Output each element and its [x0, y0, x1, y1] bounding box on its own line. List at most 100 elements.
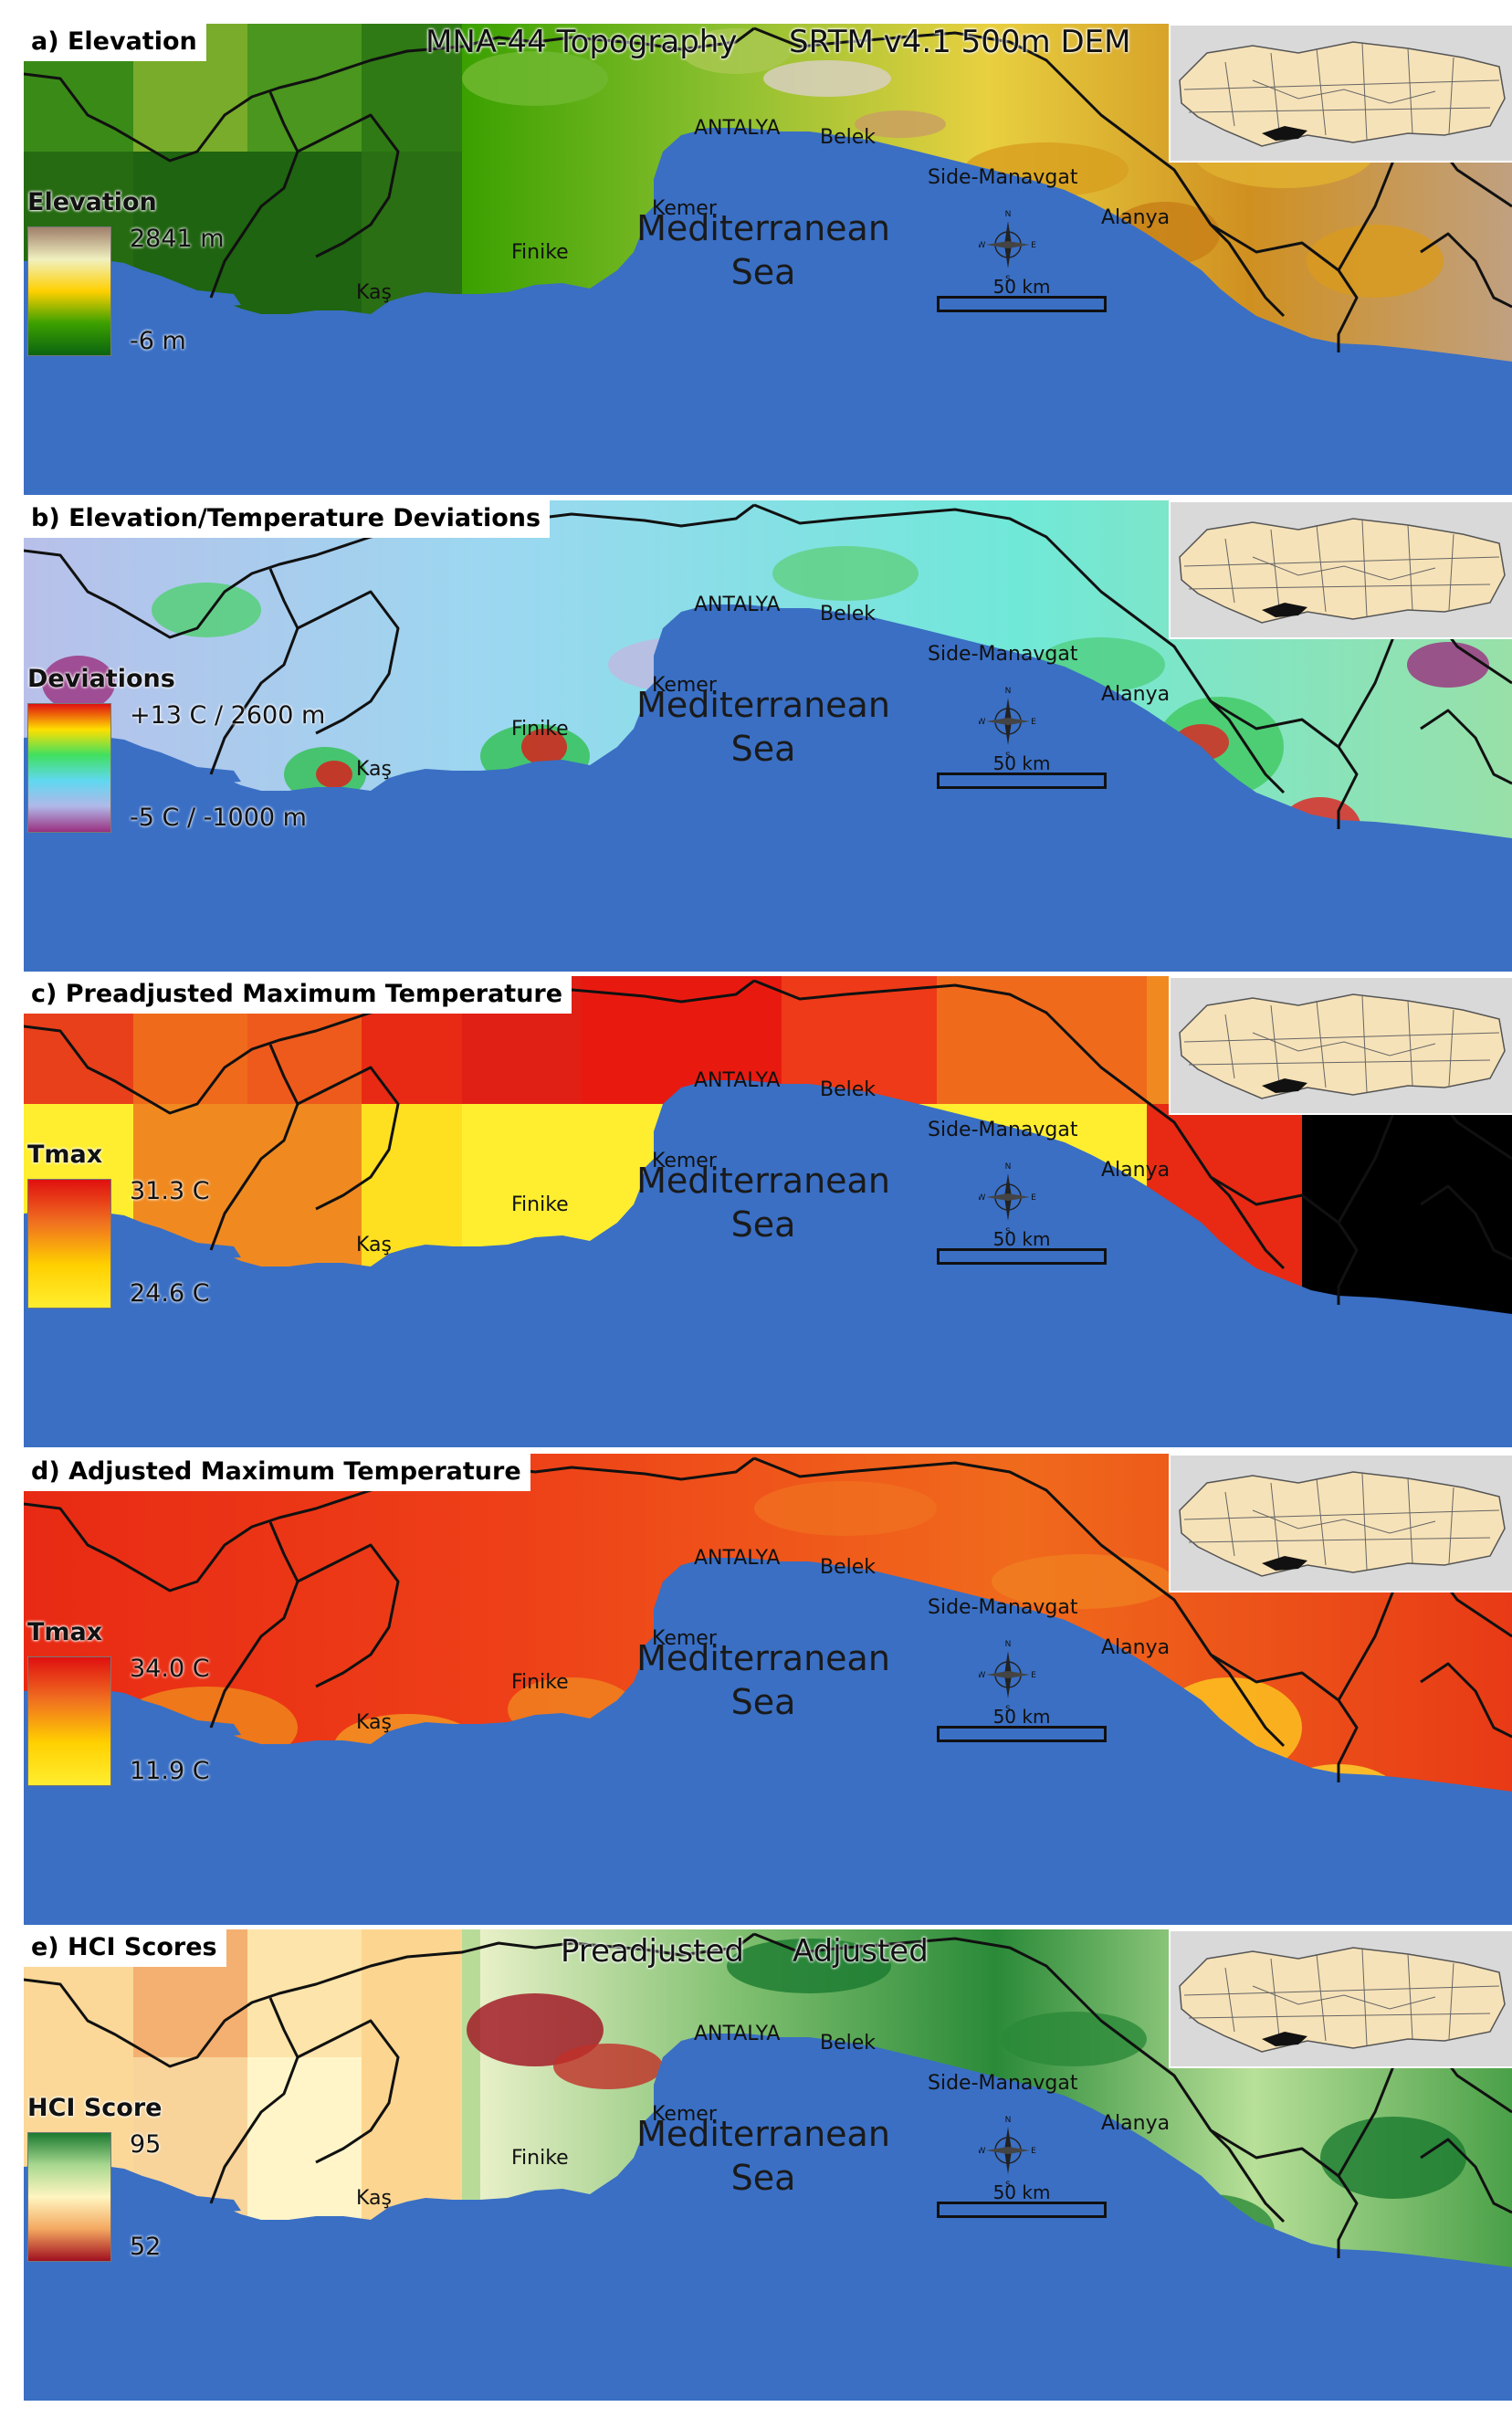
- inset-province-border: [1361, 1949, 1368, 2046]
- terrain-block: [362, 24, 462, 152]
- sea: [24, 1080, 1512, 1447]
- city-label-finike: Finike: [511, 718, 569, 741]
- inset-province-border: [1183, 1985, 1500, 1996]
- inset-province-border: [1270, 1482, 1281, 1571]
- header-left-label: Preadjusted: [561, 1933, 745, 1970]
- city-label-alanya: Alanya: [1101, 1636, 1171, 1659]
- tmax-patch: [754, 1481, 937, 1536]
- legend-color-ramp: [27, 1656, 111, 1786]
- inset-province-border: [1188, 583, 1491, 590]
- inset-province-border: [1183, 79, 1500, 90]
- sea-label-line1: Mediterranean: [636, 685, 890, 725]
- compass-w-label: W: [979, 1671, 986, 1680]
- bay: [325, 320, 348, 331]
- inset-study-area: [1262, 603, 1307, 617]
- panel-title: e) HCI Scores: [24, 1929, 226, 1967]
- sea: [24, 1558, 1512, 1925]
- city-label-kas: Kaş: [356, 281, 392, 304]
- legend-max-label: 31.3 C: [130, 1177, 210, 1205]
- city-label-side: Side-Manavgat: [928, 1119, 1078, 1141]
- inset-province-border: [1188, 1059, 1491, 1066]
- bay: [197, 1243, 241, 1259]
- province-border: [297, 1543, 400, 1688]
- deviation-patch: [1407, 642, 1489, 688]
- panel-title: c) Preadjusted Maximum Temperature: [24, 976, 572, 1014]
- sea-label-line1: Mediterranean: [636, 208, 890, 248]
- map-panel: c) Preadjusted Maximum Temperature ANTALY…: [24, 976, 1512, 1447]
- scale-bar-label: 50 km: [992, 1706, 1051, 1728]
- locator-inset: [1169, 976, 1512, 1115]
- city-label-finike: Finike: [511, 2147, 569, 2170]
- inset-province-border: [1252, 556, 1436, 581]
- inset-study-area: [1262, 1078, 1307, 1093]
- panel-title: b) Elevation/Temperature Deviations: [24, 500, 551, 538]
- legend-max-label: +13 C / 2600 m: [130, 701, 326, 730]
- bay: [261, 1270, 298, 1287]
- north-arrow: N S E W: [978, 2112, 1037, 2190]
- scale-bar-line: [937, 773, 1107, 789]
- north-arrow: N S E W: [978, 1636, 1037, 1714]
- inset-province-border: [1224, 61, 1235, 127]
- province-border: [209, 91, 299, 299]
- sea: [24, 128, 1512, 495]
- inset-province-border: [1183, 556, 1500, 567]
- hci-patch: [553, 2044, 663, 2089]
- deviation-patch: [42, 656, 115, 710]
- hci-patch: [1001, 2012, 1147, 2066]
- city-label-belek: Belek: [820, 1556, 877, 1579]
- sea: [24, 604, 1512, 972]
- legend-color-ramp: [27, 1179, 111, 1309]
- sea-label-line2: Sea: [730, 1682, 796, 1722]
- legend-min-label: -6 m: [130, 327, 186, 355]
- compass-s-label: S: [1005, 275, 1011, 283]
- inset-province-border: [1183, 1509, 1500, 1520]
- terrain-block: [362, 152, 462, 316]
- bay: [261, 318, 298, 334]
- inset-province-border: [1448, 1487, 1454, 1564]
- inset-province-border: [1361, 520, 1368, 617]
- deviation-patch: [521, 729, 567, 765]
- sea-label: Mediterranean Sea: [635, 2112, 891, 2200]
- tmax-patch: [992, 1554, 1174, 1609]
- sea-label: Mediterranean Sea: [635, 1159, 891, 1246]
- city-label-finike: Finike: [511, 241, 569, 264]
- compass-e-label: E: [1031, 241, 1036, 250]
- inset-province-border: [1252, 1509, 1436, 1534]
- city-label-kemer: Kemer: [652, 674, 717, 697]
- province-border: [209, 1044, 299, 1251]
- province-border: [753, 26, 1286, 318]
- sea-label-line2: Sea: [730, 1204, 796, 1245]
- compass-w-label: W: [979, 1193, 986, 1203]
- inset-province-border: [1407, 524, 1413, 611]
- city-label-alanya: Alanya: [1101, 683, 1171, 706]
- city-label-kas: Kaş: [356, 2187, 392, 2210]
- terrain-ridge: [681, 28, 791, 74]
- city-label-belek: Belek: [820, 126, 877, 149]
- inset-province-border: [1407, 1477, 1413, 1564]
- bay: [197, 1720, 241, 1737]
- sea-label-line2: Sea: [730, 2158, 796, 2198]
- city-label-alanya: Alanya: [1101, 206, 1171, 229]
- tmax-cell: [937, 976, 1147, 1104]
- bay: [325, 796, 348, 807]
- map-canvas: [24, 976, 1512, 1447]
- terrain-ridge: [763, 60, 891, 97]
- city-label-alanya: Alanya: [1101, 2112, 1171, 2135]
- inset-turkey: [1179, 1947, 1506, 2053]
- inset-province-border: [1448, 533, 1454, 611]
- province-border: [24, 26, 755, 163]
- inset-province-border: [1224, 1491, 1235, 1557]
- compass-ew-needle: [986, 1671, 1030, 1678]
- inset-province-border: [1270, 529, 1281, 617]
- legend-max-label: 34.0 C: [130, 1655, 210, 1683]
- header-right-label: SRTM v4.1 500m DEM: [789, 24, 1131, 60]
- city-label-belek: Belek: [820, 2032, 877, 2055]
- province-border: [753, 979, 1286, 1270]
- legend-title: Tmax: [27, 1140, 103, 1169]
- sea: [24, 2034, 1512, 2401]
- province-border: [753, 1932, 1286, 2223]
- city-label-antalya: ANTALYA: [694, 117, 781, 140]
- bay: [325, 2225, 348, 2236]
- province-border: [1420, 2138, 1512, 2214]
